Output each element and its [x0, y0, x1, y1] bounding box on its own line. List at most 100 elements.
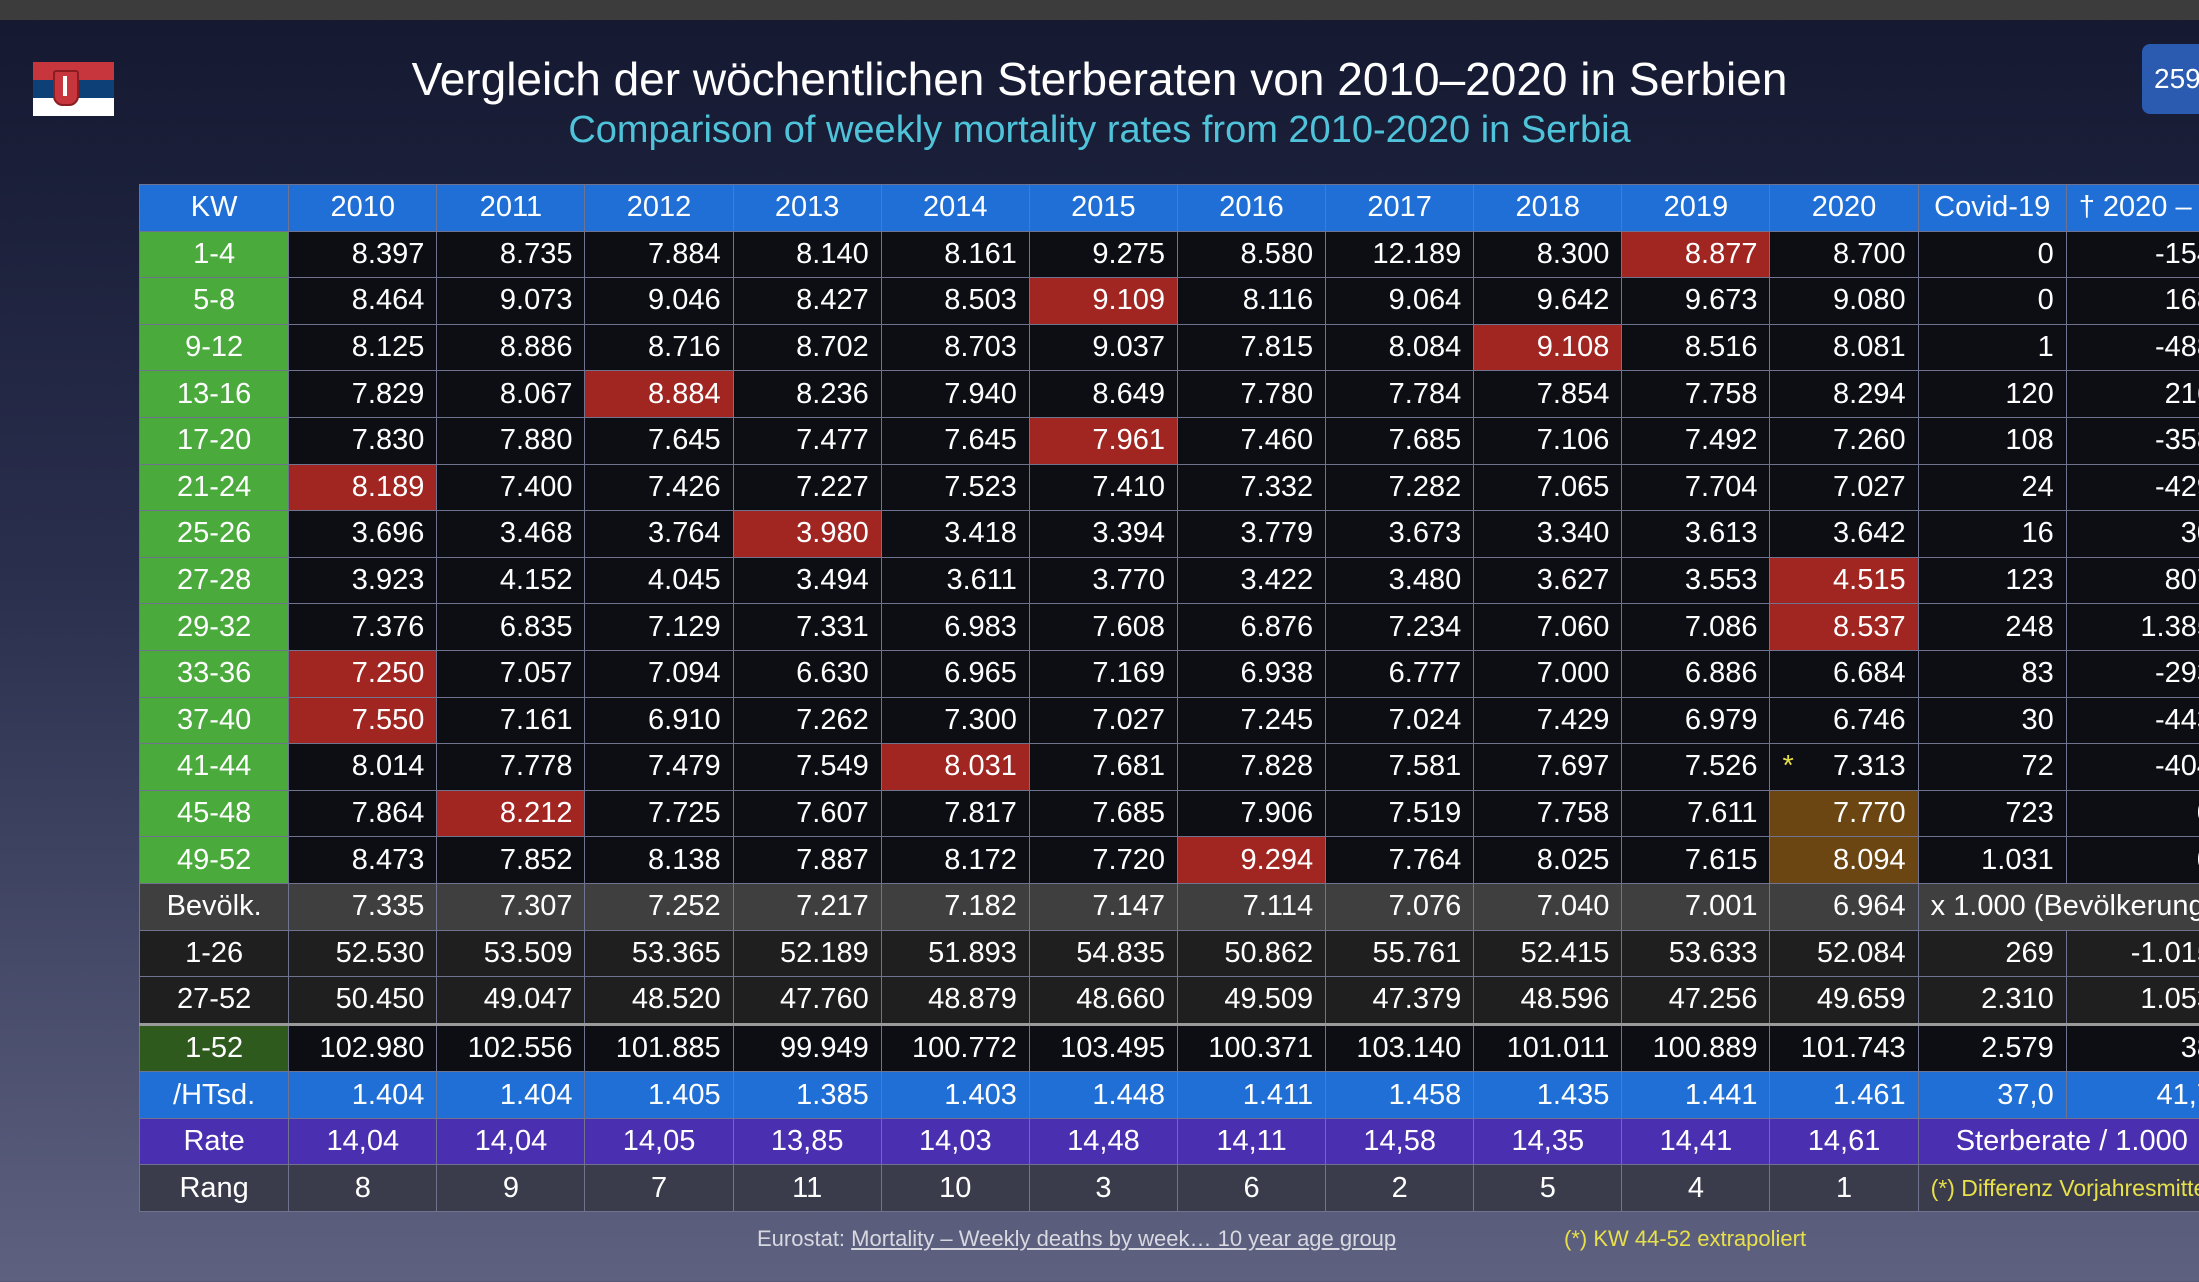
- value-cell: 723: [1917, 789, 2067, 838]
- column-header: 2016: [1176, 184, 1327, 232]
- value-cell: 7.778: [436, 743, 586, 791]
- source-link[interactable]: Mortality – Weekly deaths by week… 10 ye…: [851, 1226, 1397, 1251]
- value-text: 7.282: [1388, 470, 1462, 503]
- value-cell: 8.161: [880, 230, 1030, 279]
- value-text: 49.047: [483, 983, 573, 1016]
- value-text: 7.001: [1684, 890, 1758, 923]
- value-cell: 7.429: [1473, 696, 1623, 745]
- page-number: 259: [2142, 44, 2199, 114]
- column-header: 2012: [584, 184, 734, 232]
- table-row: Rate 14,04 14,04 14,05 13,85 14,03 14,48 14,11 1…: [138, 1117, 2199, 1166]
- value-cell: 14,05: [584, 1117, 734, 1166]
- value-cell: 1.458: [1325, 1071, 1475, 1119]
- value-text: 8.473: [351, 843, 425, 876]
- value-text: 1.403: [944, 1078, 1017, 1111]
- value-cell: 7.260: [1769, 416, 1919, 465]
- value-text: 0: [2037, 237, 2054, 270]
- value-text: 8.516: [1684, 331, 1758, 364]
- value-text: 7.429: [1536, 703, 1610, 736]
- value-text: 48.660: [1076, 983, 1165, 1016]
- value-cell: 12.189: [1325, 230, 1475, 279]
- value-cell: 14,48: [1028, 1117, 1178, 1166]
- value-text: 37,0: [1997, 1078, 2054, 1111]
- value-cell: 8.025: [1473, 836, 1623, 884]
- value-cell: 7.252: [584, 882, 734, 931]
- value-cell: 3.770: [1028, 556, 1178, 605]
- value-text: -488: [2154, 331, 2199, 364]
- value-cell: 8.473: [288, 836, 438, 884]
- value-text: 7.129: [648, 610, 721, 643]
- value-text: 3.770: [1092, 564, 1165, 597]
- value-text: 4.045: [648, 564, 721, 597]
- value-text: 8.031: [944, 750, 1017, 783]
- value-cell: 7.332: [1176, 463, 1327, 512]
- value-text: 3: [1095, 1171, 1112, 1204]
- value-cell: 7.697: [1473, 743, 1623, 791]
- value-text: 2.579: [1981, 1031, 2054, 1064]
- value-cell: 168: [2065, 277, 2199, 325]
- value-cell: 8.464: [288, 277, 438, 325]
- value-cell: 7.094: [584, 649, 734, 698]
- value-cell: 7.828: [1176, 743, 1327, 791]
- row-label-cell: 13-16: [138, 370, 290, 418]
- value-cell: 7.147: [1028, 882, 1178, 931]
- value-cell: 8.886: [436, 323, 586, 372]
- value-cell: 7.001: [1621, 882, 1771, 931]
- value-cell: 7.161: [436, 696, 586, 745]
- value-text: 0: [2197, 844, 2199, 876]
- value-cell: 47.379: [1325, 976, 1475, 1025]
- value-text: 72: [2021, 750, 2054, 783]
- value-cell: 3.394: [1028, 510, 1178, 558]
- header-row: KW 2010 2011 2012 2013 2014 2015 2016 2017 2018 20…: [138, 184, 2199, 232]
- value-cell: 7.331: [732, 603, 882, 651]
- value-cell: 6.938: [1176, 649, 1327, 698]
- value-cell: 9.037: [1028, 323, 1178, 372]
- value-text: 7.725: [648, 797, 721, 830]
- value-cell: 7.852: [436, 836, 586, 884]
- value-text: 7.940: [944, 377, 1017, 410]
- value-cell: 8.397: [288, 230, 438, 279]
- value-cell: 7.065: [1473, 463, 1623, 512]
- value-text: 8.125: [351, 331, 425, 364]
- value-text: 9: [502, 1171, 519, 1204]
- value-cell: 8.877: [1621, 230, 1771, 279]
- table-row: 41-44 8.014 7.778 7.479 7.549 8.031 7.681 7.828…: [138, 743, 2199, 791]
- value-text: 7.758: [1536, 797, 1610, 830]
- value-cell: 6.983: [880, 603, 1030, 651]
- value-text: 7.027: [1092, 703, 1165, 736]
- value-text: 7.106: [1536, 424, 1610, 457]
- value-text: -358: [2154, 424, 2199, 457]
- value-cell: 7.784: [1325, 370, 1475, 418]
- value-cell: 7.400: [436, 463, 586, 512]
- value-cell: 48.660: [1028, 976, 1178, 1025]
- table-row: /HTsd. 1.404 1.404 1.405 1.385 1.403 1.448 1.41…: [138, 1071, 2199, 1119]
- value-cell: 8.516: [1621, 323, 1771, 372]
- value-text: 8.716: [648, 331, 721, 364]
- value-cell: 9: [436, 1164, 586, 1213]
- row-label-cell: 1-26: [138, 929, 290, 978]
- value-cell: 1.385: [732, 1071, 882, 1119]
- value-text: 8.236: [796, 377, 869, 410]
- value-text: 8.649: [1092, 377, 1165, 410]
- value-cell: 9.294: [1176, 836, 1327, 884]
- value-text: 14,05: [622, 1125, 696, 1158]
- value-text: 7.217: [796, 890, 869, 923]
- value-cell: 99.949: [732, 1022, 882, 1073]
- value-text: 7.300: [944, 703, 1017, 736]
- value-cell: -404: [2065, 743, 2199, 791]
- value-text: 2: [1391, 1171, 1408, 1204]
- value-cell: 1.405: [584, 1071, 734, 1119]
- value-cell: 4.515: [1769, 556, 1919, 605]
- value-text: 54.835: [1076, 936, 1165, 969]
- value-text: 3.422: [1240, 564, 1314, 597]
- page-title: Vergleich der wöchentlichen Sterberaten …: [411, 53, 1788, 105]
- value-text: 3.394: [1092, 517, 1165, 550]
- value-text: 7.817: [944, 797, 1017, 830]
- value-cell: 6.630: [732, 649, 882, 698]
- value-cell: 7.519: [1325, 789, 1475, 838]
- value-text: 3.980: [796, 517, 869, 550]
- value-text: 0: [2037, 284, 2054, 317]
- value-cell: 4.045: [584, 556, 734, 605]
- value-text: 9.294: [1240, 843, 1314, 876]
- value-text: 7.313: [1833, 750, 1906, 783]
